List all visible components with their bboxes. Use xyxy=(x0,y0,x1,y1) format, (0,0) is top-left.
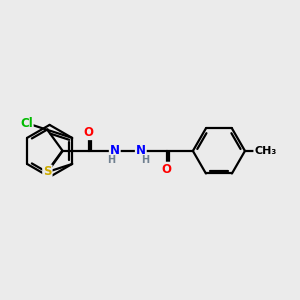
Text: O: O xyxy=(162,163,172,176)
Text: O: O xyxy=(84,126,94,139)
Text: H: H xyxy=(107,155,115,165)
Text: N: N xyxy=(136,144,146,158)
Text: CH₃: CH₃ xyxy=(254,146,277,156)
Text: Cl: Cl xyxy=(20,116,33,130)
Text: S: S xyxy=(43,166,52,178)
Text: H: H xyxy=(141,155,149,165)
Text: N: N xyxy=(110,144,120,158)
